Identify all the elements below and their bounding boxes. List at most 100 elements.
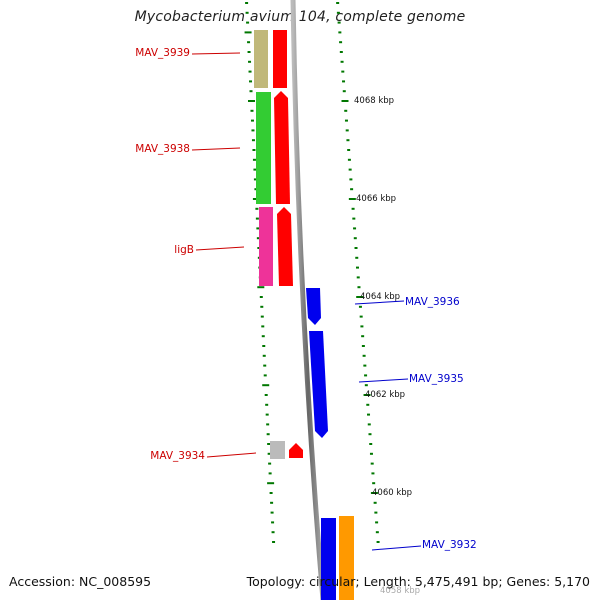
inner-tick-13	[251, 129, 255, 132]
inner-tick-31	[260, 305, 264, 308]
outer-tick-22	[352, 217, 356, 220]
gene-label-mav3938[interactable]: MAV_3938	[135, 143, 190, 155]
scale-label-4066: 4066 kbp	[356, 194, 396, 204]
outer-tick-10	[341, 100, 349, 102]
cds-arrow-ligb[interactable]	[277, 207, 293, 286]
inner-tick-3	[244, 31, 252, 34]
cds-arrow-mav3934[interactable]	[289, 443, 303, 458]
inner-tick-39	[262, 384, 270, 387]
accession-label: Accession: NC_008595	[9, 574, 152, 589]
outer-tick-38	[364, 374, 368, 377]
cds-arrow-mav3939[interactable]	[273, 30, 287, 88]
inner-tick-48	[268, 472, 272, 475]
inner-tick-45	[267, 443, 271, 445]
cds-arrow-mav3938[interactable]	[274, 91, 290, 204]
genome-summary: Topology: circular; Length: 5,475,491 bp…	[246, 574, 590, 589]
outer-tick-24	[353, 237, 357, 240]
inner-tick-34	[261, 335, 265, 338]
inner-tick-22	[255, 217, 259, 220]
outer-tick-43	[367, 423, 371, 426]
inner-tick-10	[248, 100, 255, 102]
outer-tick-26	[355, 256, 359, 259]
leader-mav3939	[191, 52, 241, 55]
outer-tick-49	[372, 482, 376, 485]
inner-tick-47	[268, 462, 272, 465]
outer-tick-42	[367, 413, 371, 416]
inner-tick-52	[270, 511, 274, 514]
outer-tick-39	[364, 384, 368, 387]
inner-tick-41	[265, 403, 269, 406]
gene-label-mav3939[interactable]: MAV_3939	[135, 47, 190, 59]
outer-tick-29	[357, 286, 361, 289]
inner-tick-1	[245, 11, 249, 14]
outer-tick-44	[368, 433, 372, 436]
outer-tick-25	[354, 247, 358, 249]
outer-tick-17	[348, 168, 352, 171]
outer-tick-14	[346, 139, 350, 142]
gene-label-mav3935[interactable]: MAV_3935	[409, 373, 464, 385]
outer-tick-20	[348, 198, 356, 200]
scale-ticks	[244, 2, 380, 543]
gene-box-mav3938[interactable]	[256, 92, 271, 204]
inner-tick-14	[251, 139, 255, 142]
inner-tick-33	[261, 325, 265, 328]
scale-label-4060: 4060 kbp	[372, 488, 412, 498]
gene-label-mav3932[interactable]: MAV_3932	[422, 539, 477, 551]
outer-tick-4	[339, 41, 343, 44]
inner-tick-55	[272, 541, 276, 543]
outer-tick-12	[344, 119, 348, 122]
inner-tick-29	[257, 286, 265, 289]
scale-label-4062: 4062 kbp	[365, 390, 405, 400]
gene-box-mav3932-a[interactable]	[321, 518, 336, 600]
outer-tick-32	[359, 315, 363, 318]
outer-tick-11	[344, 109, 348, 112]
cds-arrow-mav3936[interactable]	[306, 288, 321, 325]
outer-tick-31	[358, 305, 362, 308]
inner-tick-9	[249, 90, 253, 93]
outer-tick-51	[373, 501, 377, 504]
outer-tick-19	[350, 188, 354, 191]
gene-box-ligb[interactable]	[259, 207, 273, 286]
gene-label-mav3936[interactable]: MAV_3936	[405, 296, 460, 308]
inner-tick-42	[265, 413, 269, 416]
outer-tick-52	[374, 511, 378, 514]
inner-tick-18	[253, 178, 257, 181]
outer-tick-33	[360, 325, 364, 328]
outer-tick-45	[369, 443, 373, 445]
gene-box-mav3934[interactable]	[270, 441, 285, 459]
gene-label-mav3934[interactable]: MAV_3934	[150, 450, 205, 462]
inner-tick-19	[254, 188, 258, 191]
inner-tick-49	[267, 482, 275, 485]
inner-tick-2	[246, 21, 250, 24]
leader-mav3934	[206, 452, 257, 458]
gene-box-mav3932-b[interactable]	[339, 516, 354, 600]
inner-tick-15	[252, 149, 256, 151]
cds-arrow-mav3935[interactable]	[309, 331, 328, 438]
scale-label-4064: 4064 kbp	[360, 292, 400, 302]
inner-tick-44	[266, 433, 270, 436]
map-title: Mycobacterium avium 104, complete genome	[134, 9, 466, 25]
outer-tick-27	[355, 266, 359, 269]
inner-tick-53	[271, 521, 275, 524]
gene-box-mav3939[interactable]	[254, 30, 268, 88]
outer-tick-21	[351, 207, 355, 210]
inner-tick-6	[248, 60, 252, 63]
inner-tick-37	[263, 364, 267, 367]
outer-tick-54	[375, 531, 379, 534]
outer-tick-1	[336, 11, 340, 14]
inner-tick-54	[271, 531, 275, 534]
outer-tick-34	[361, 335, 365, 338]
outer-tick-40	[363, 394, 371, 396]
outer-tick-30	[356, 296, 364, 298]
outer-tick-18	[349, 178, 353, 181]
inner-tick-4	[247, 41, 251, 44]
outer-tick-37	[363, 364, 367, 367]
outer-tick-35	[361, 345, 365, 347]
inner-tick-40	[264, 394, 268, 396]
leader-mav3935	[358, 378, 409, 383]
gene-label-ligb[interactable]: ligB	[174, 244, 194, 256]
inner-tick-36	[262, 354, 266, 357]
outer-tick-53	[375, 521, 379, 524]
outer-tick-13	[345, 129, 349, 132]
